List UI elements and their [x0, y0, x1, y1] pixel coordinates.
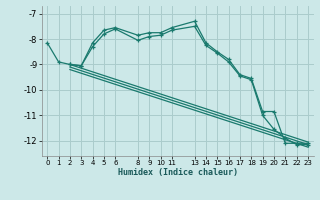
X-axis label: Humidex (Indice chaleur): Humidex (Indice chaleur): [118, 168, 237, 177]
